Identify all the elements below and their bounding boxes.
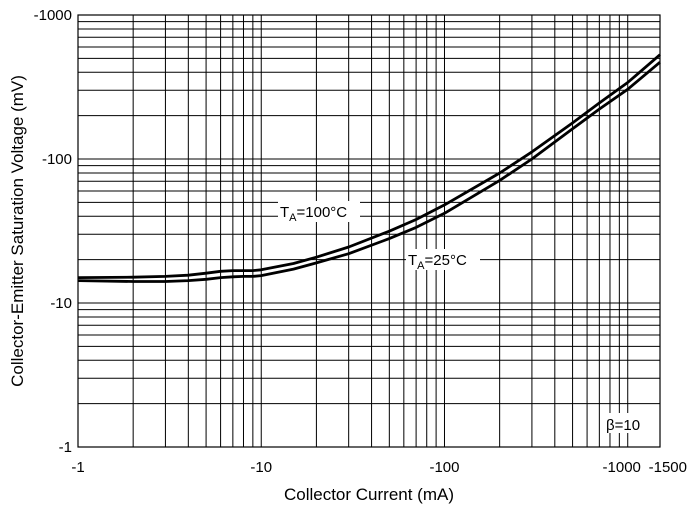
curve-label-0: TA=100°C [280, 204, 347, 224]
y-tick-label: -1 [59, 439, 72, 456]
curve-label-1: TA=25°C [408, 252, 467, 272]
y-tick-label: -100 [42, 151, 72, 168]
series-line-1 [77, 61, 661, 283]
grid-lines [77, 15, 660, 448]
y-axis-label: Collector-Emitter Saturation Voltage (mV… [8, 75, 27, 387]
x-tick-label: -1500 [649, 459, 687, 476]
x-tick-label: -1000 [603, 459, 641, 476]
x-tick-label: -10 [250, 459, 272, 476]
curve-label-bg [406, 249, 480, 270]
beta-annotation: β=10 [606, 417, 640, 434]
x-tick-label: -1 [71, 459, 84, 476]
y-tick-labels: -1000 -100 -10 -1 [34, 7, 72, 456]
x-tick-labels: -1 -10 -100 -1000 -1500 [71, 459, 687, 476]
y-tick-label: -10 [50, 295, 72, 312]
beta-label-bg [604, 413, 652, 433]
x-axis-label: Collector Current (mA) [284, 485, 454, 504]
curve-label-bg [278, 201, 360, 222]
series-line-0 [77, 53, 661, 279]
plot-frame [77, 14, 661, 448]
x-tick-label: -100 [429, 459, 459, 476]
y-tick-label: -1000 [34, 7, 72, 24]
series-curves [77, 53, 661, 283]
annotations: TA=100°C TA=25°C β=10 [278, 201, 652, 434]
